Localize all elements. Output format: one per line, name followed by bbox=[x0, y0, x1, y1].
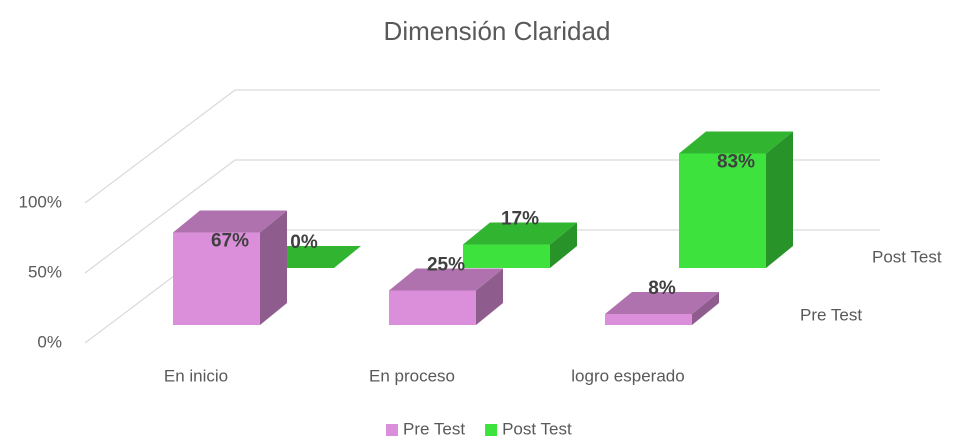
data-label: 8% bbox=[648, 278, 676, 299]
x-tick-label: logro esperado bbox=[571, 366, 684, 385]
y-tick-label: 50% bbox=[28, 262, 62, 281]
bar bbox=[389, 268, 503, 325]
data-label: 25% bbox=[427, 255, 465, 276]
data-label: 67% bbox=[211, 231, 249, 252]
bar-front bbox=[463, 244, 550, 268]
bar-front bbox=[389, 290, 476, 325]
bar-front bbox=[173, 232, 260, 325]
bar-side bbox=[550, 222, 577, 268]
bar-front bbox=[605, 313, 692, 325]
x-tick-label: En inicio bbox=[164, 366, 228, 385]
grid-line bbox=[84, 159, 880, 274]
x-tick-label: En proceso bbox=[369, 366, 455, 385]
data-label: 17% bbox=[501, 209, 539, 230]
y-tick-label: 100% bbox=[19, 192, 62, 211]
y-tick-label: 0% bbox=[37, 332, 62, 351]
bar-side bbox=[476, 268, 503, 325]
bar bbox=[679, 131, 793, 268]
legend-swatch bbox=[485, 424, 498, 436]
bar-top bbox=[389, 268, 503, 291]
legend-label: Post Test bbox=[502, 419, 572, 438]
bar-front bbox=[679, 153, 766, 268]
bar-side bbox=[260, 210, 287, 325]
bar-side bbox=[766, 131, 793, 268]
bar bbox=[605, 291, 719, 325]
grid-line bbox=[84, 89, 880, 204]
bar-top bbox=[173, 210, 287, 233]
data-label: 0% bbox=[290, 232, 318, 253]
chart-title: Dimensión Claridad bbox=[384, 16, 611, 46]
depth-label: Pre Test bbox=[800, 305, 862, 324]
legend-label: Pre Test bbox=[403, 419, 465, 438]
bar-side bbox=[692, 291, 719, 325]
depth-label: Post Test bbox=[872, 247, 942, 266]
data-label: 83% bbox=[717, 151, 755, 172]
bar-top bbox=[605, 291, 719, 314]
bar-top bbox=[679, 131, 793, 154]
bar bbox=[173, 210, 287, 325]
legend-swatch bbox=[386, 424, 398, 436]
bar bbox=[463, 222, 577, 268]
bar-top bbox=[463, 222, 577, 245]
